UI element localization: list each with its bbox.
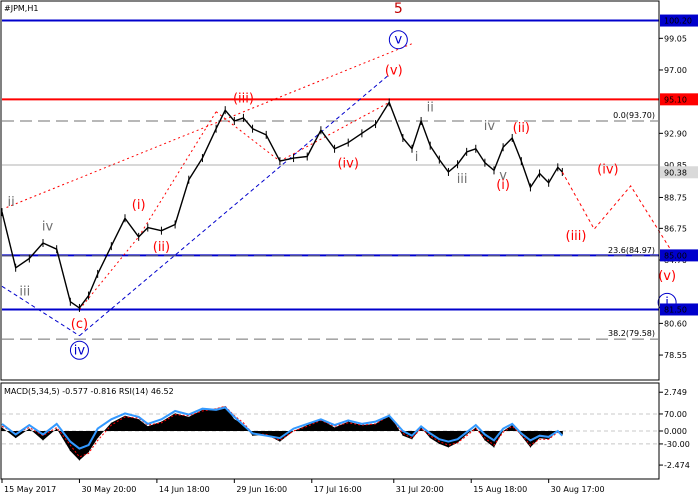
wave-label: iv [42, 220, 54, 235]
current-price-tag [660, 166, 698, 179]
wave-label: (v) [385, 64, 403, 79]
indicator-panel: MACD(5,34,5) -0.577 -0.816 RSI(14) 46.52 [0, 382, 660, 480]
wave-label: (ii) [513, 121, 530, 136]
price-series-group [1, 98, 677, 312]
level-tag [660, 93, 698, 106]
time-tick-label: 31 Jul 20:00 [396, 485, 444, 494]
wave-label: (iii) [233, 91, 254, 106]
trendline [79, 74, 390, 337]
level-label: 85.00 [664, 251, 687, 260]
level-tag [660, 249, 698, 262]
current-price-label: 90.38 [664, 168, 687, 177]
wave-label: (iv) [337, 156, 358, 171]
time-tick-label: 30 May 20:00 [81, 485, 136, 494]
price-axis: 99.0597.0092.9088.7586.7584.7080.6078.55… [658, 1, 698, 380]
wave-label: i [415, 150, 419, 165]
wave-label: (i) [496, 178, 510, 193]
price-tick-label: 92.90 [664, 129, 687, 138]
wave-label: (i) [132, 198, 146, 213]
price-tick-label: 86.75 [664, 224, 687, 233]
reference-price-label: 90.85 [664, 161, 687, 170]
wave-label: v [394, 33, 402, 48]
level-label: 100.20 [664, 17, 692, 26]
price-tick-label: 99.05 [664, 34, 687, 43]
price-tick-label: 88.75 [664, 193, 687, 202]
rsi-line [1, 406, 564, 450]
wave-label: i [665, 295, 669, 310]
wave-labels: 5v(v)(iii)(iv)(i)(ii)(c)iviiiviiiiiiiiii… [7, 1, 677, 360]
indicator-tick-label: 70.00 [664, 410, 687, 419]
wave-label: (ii) [153, 240, 170, 255]
indicator-label: MACD(5,34,5) -0.577 -0.816 RSI(14) 46.52 [4, 387, 174, 396]
wave-label: ii [7, 195, 14, 210]
time-tick-label: 29 Jun 16:00 [236, 485, 287, 494]
trendline [279, 101, 390, 162]
trendlines [1, 43, 413, 337]
wave-label-circle [69, 340, 89, 360]
wave-label: v [499, 169, 507, 184]
wave-label: (c) [71, 317, 88, 332]
wave-label: ii [427, 101, 434, 116]
indicator-axis: 2.749 70.00 0.000 -30.00 -2.474 [658, 383, 690, 479]
wave-label: 5 [394, 1, 403, 17]
trendline [215, 111, 281, 162]
level-tag [660, 303, 698, 316]
indicator-tick-label: -2.474 [664, 461, 690, 470]
time-tick-label: 15 May 2017 [4, 485, 56, 494]
indicator-series-group [1, 405, 658, 461]
projection-path [561, 171, 677, 259]
wave-label: (iii) [566, 229, 587, 244]
wave-label: iii [457, 172, 468, 187]
wave-label: iv [484, 119, 496, 134]
fib-lines: 0.0(93.70) 23.6(84.97) 38.2(79.58) [2, 111, 658, 340]
wave-label: iv [74, 343, 86, 358]
time-tick-label: 14 Jun 18:00 [159, 485, 210, 494]
price-tick-label: 80.60 [664, 319, 687, 328]
wave-label: (iv) [597, 163, 618, 178]
macd-histogram [2, 406, 563, 461]
level-lines [2, 19, 659, 311]
wave-label: iii [19, 285, 30, 300]
wave-label: (v) [658, 269, 676, 284]
macd-signal-line [1, 405, 563, 458]
fib-label: 0.0(93.70) [613, 111, 655, 120]
level-label: 81.50 [664, 305, 687, 314]
wave-label-circle [388, 30, 408, 50]
level-tag [660, 14, 698, 27]
trendline [79, 236, 140, 310]
indicator-tick-label: -30.00 [664, 440, 690, 449]
time-axis: 15 May 2017 30 May 20:00 14 Jun 18:00 29 Ju… [1, 479, 605, 494]
fib-label: 38.2(79.58) [608, 329, 655, 338]
price-panel: 0.0(93.70) 23.6(84.97) 38.2(79.58) 5 v (v) (i… [0, 0, 677, 381]
level-label: 95.10 [664, 95, 687, 104]
price-tick-label: 97.00 [664, 66, 687, 75]
indicator-tick-label: 0.000 [664, 427, 687, 436]
price-tick-label: 78.55 [664, 351, 687, 360]
time-tick-label: 17 Jul 16:00 [314, 485, 362, 494]
trendline [1, 285, 80, 337]
time-tick-label: 15 Aug 18:00 [473, 485, 527, 494]
indicator-tick-label: 2.749 [664, 388, 687, 397]
instrument-label: #JPM,H1 [4, 4, 38, 13]
fib-label: 23.6(84.97) [608, 246, 655, 255]
time-tick-label: 30 Aug 17:00 [551, 485, 605, 494]
